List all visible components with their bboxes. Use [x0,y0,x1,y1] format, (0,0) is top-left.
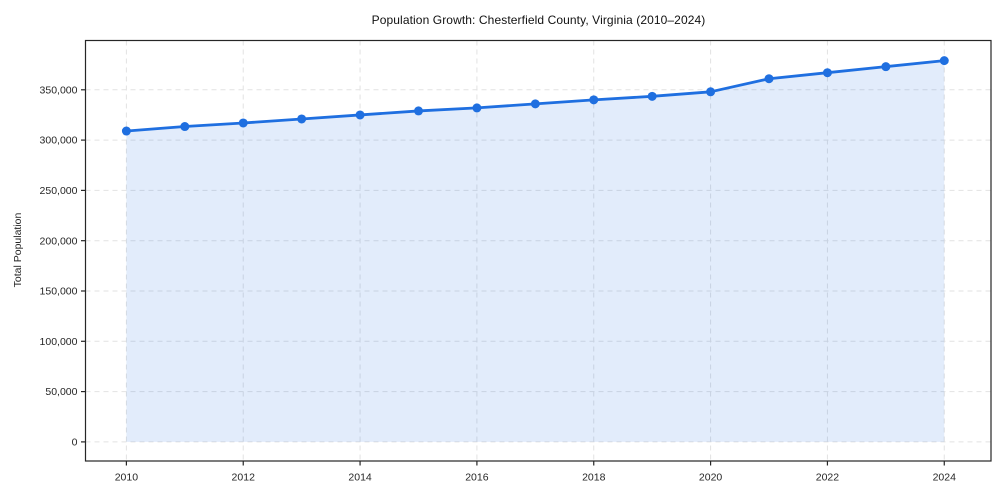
x-tick-label: 2016 [465,472,489,484]
data-point [180,122,190,132]
y-tick-label: 150,000 [40,286,78,298]
y-tick-label: 200,000 [40,235,78,247]
data-point [413,106,423,116]
y-tick-label: 100,000 [40,336,78,348]
x-tick-label: 2012 [232,472,256,484]
y-tick-label: 350,000 [40,84,78,96]
y-tick-label: 0 [72,436,78,448]
data-point [706,87,716,97]
x-tick-label: 2010 [115,472,139,484]
data-point [238,118,248,128]
x-tick-label: 2020 [699,472,723,484]
data-point [355,110,365,120]
y-tick-label: 50,000 [45,386,77,398]
x-tick-label: 2018 [582,472,606,484]
y-tick-label: 250,000 [40,185,78,197]
y-tick-label: 300,000 [40,135,78,147]
data-point [647,91,657,101]
x-tick-label: 2014 [348,472,372,484]
chart-title: Population Growth: Chesterfield County, … [371,13,706,27]
area-fill [126,60,945,442]
data-point [530,99,540,109]
data-point [881,62,891,72]
plot-border [84,39,992,462]
data-point [121,126,131,136]
data-point [939,56,949,66]
data-point [589,95,599,105]
data-point [472,103,482,113]
data-point [822,68,832,78]
x-tick-label: 2024 [933,472,957,484]
x-tick-label: 2022 [816,472,840,484]
data-point [297,114,307,124]
data-point [764,74,774,84]
